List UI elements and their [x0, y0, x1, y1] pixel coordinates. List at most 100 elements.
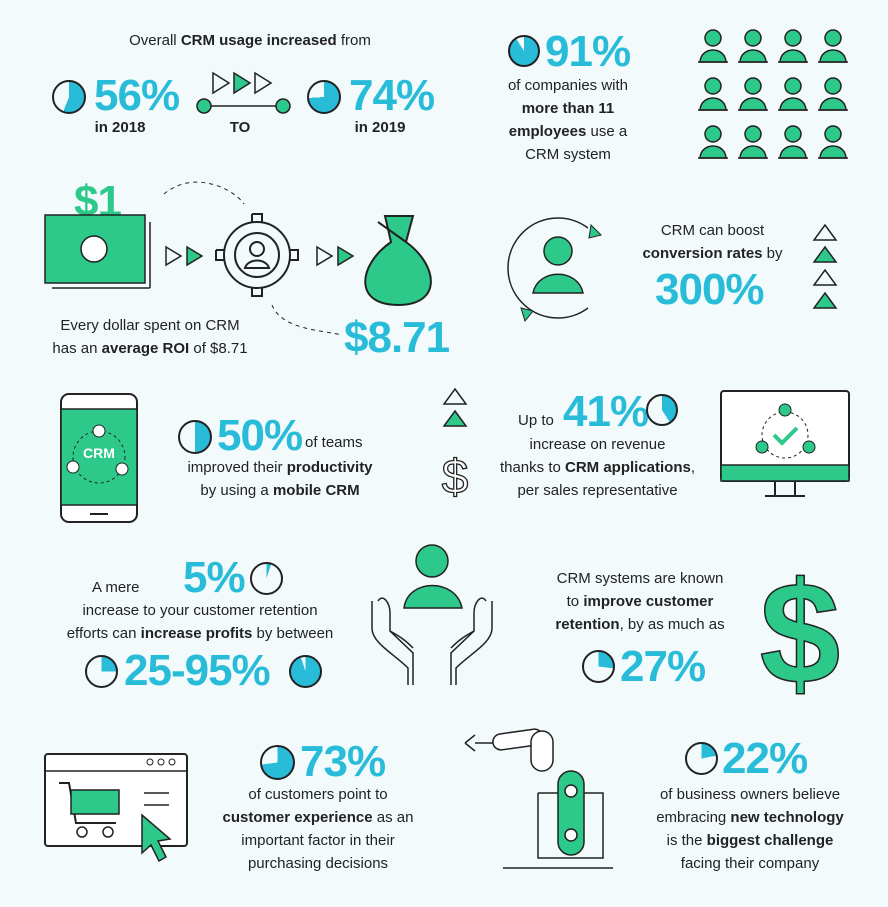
text-bold: conversion rates [642, 245, 763, 262]
person-icon [698, 29, 728, 63]
pie-icon [307, 80, 341, 114]
dollar-icon: $ [759, 551, 841, 715]
text: of companies with [507, 77, 629, 94]
text-bold: productivity [286, 459, 373, 476]
triangles-icon [812, 223, 838, 309]
stat-300: 300% [655, 265, 765, 314]
stat-73: 73% [300, 737, 386, 786]
year-label: in 2019 [354, 119, 406, 136]
monitor-check-icon [720, 390, 850, 497]
text: of $8.71 [189, 340, 248, 357]
text-bold: mobile CRM [272, 482, 360, 499]
text: as an [372, 809, 414, 826]
person-icon [698, 125, 728, 159]
text-bold: new technology [730, 809, 844, 826]
pie-icon [582, 650, 615, 683]
pie-icon [85, 655, 118, 688]
people-grid-icon [698, 29, 848, 159]
text-bold: average ROI [101, 340, 190, 357]
retention-text: CRM systems are known to improve custome… [530, 567, 750, 636]
text: to [566, 593, 584, 610]
text-bold: CRM applications [565, 459, 691, 476]
text-bold: employees [508, 123, 587, 140]
pie-icon [178, 420, 212, 454]
text: CRM systems are known [556, 570, 724, 587]
pie-icon [289, 655, 322, 688]
arrow-triangles-icon [165, 245, 204, 267]
money-bill-icon [44, 181, 245, 289]
text: of teams [305, 434, 363, 451]
pie-icon [250, 562, 283, 595]
text: is the [666, 832, 707, 849]
text: of business owners believe [659, 786, 841, 803]
text-bold: retention [555, 616, 620, 633]
technology-text: of business owners believe embracing new… [630, 783, 870, 875]
pie-icon [646, 394, 678, 426]
triangles-dollar-icon: $ [441, 387, 469, 505]
hands-user-icon [371, 544, 493, 685]
text-bold: CRM usage increased [180, 32, 337, 49]
money-bag-icon [364, 215, 432, 307]
person-icon [778, 125, 808, 159]
to-label: TO [229, 119, 251, 136]
text: has an [52, 340, 102, 357]
usage-title: Overall CRM usage increased from [100, 29, 400, 52]
stat-91: 91% [545, 27, 631, 76]
text: Overall [129, 32, 181, 49]
stat-5: 5% [183, 553, 246, 602]
person-icon [818, 77, 848, 111]
arrow-triangles-icon [196, 71, 291, 114]
person-icon [738, 77, 768, 111]
person-icon [778, 77, 808, 111]
experience-text: of customers point to customer experienc… [198, 783, 438, 875]
roi-text: Every dollar spent on CRM has an average… [30, 314, 270, 360]
text-bold: increase profits [140, 625, 253, 642]
text: increase on revenue [529, 436, 666, 453]
gear-user-icon [215, 213, 343, 336]
text: purchasing decisions [247, 855, 389, 872]
roi-output: $8.71 [344, 313, 450, 362]
text: use a [586, 123, 628, 140]
pie-icon [508, 35, 540, 67]
revenue-text: increase on revenue thanks to CRM applic… [480, 433, 715, 502]
text-bold: more than 11 [521, 100, 615, 117]
shopping-cart-browser-icon [44, 753, 188, 863]
text-bold: biggest challenge [706, 832, 834, 849]
phone-icon [60, 393, 138, 523]
text-bold: improve customer [583, 593, 714, 610]
text: thanks to [499, 459, 565, 476]
person-icon [778, 29, 808, 63]
retention-profit-text: increase to your customer retention effo… [40, 599, 360, 645]
text: , [690, 459, 696, 476]
companies-text: of companies with more than 11 employees… [468, 74, 668, 166]
text: A mere [92, 579, 140, 596]
stat-range: 25-95% [124, 646, 271, 695]
pie-icon [685, 742, 718, 775]
text: by [762, 245, 783, 262]
conversion-text: CRM can boost conversion rates by [615, 219, 810, 265]
text: embracing [656, 809, 731, 826]
text: increase to your customer retention [82, 602, 318, 619]
text: Up to [518, 412, 554, 429]
user-cycle-icon [507, 217, 602, 323]
text: , by as much as [619, 616, 725, 633]
text: by between [252, 625, 334, 642]
text: CRM can boost [660, 222, 765, 239]
text: from [336, 32, 371, 49]
text: important factor in their [241, 832, 395, 849]
person-icon [818, 125, 848, 159]
text: by using a [200, 482, 273, 499]
phone-label: CRM [83, 445, 115, 461]
person-icon [738, 29, 768, 63]
year-label: in 2018 [94, 119, 146, 136]
text: CRM system [525, 146, 611, 163]
arrow-triangles-icon [316, 245, 355, 267]
pie-icon [52, 80, 86, 114]
text: per sales representative [517, 482, 678, 499]
text: efforts can [66, 625, 141, 642]
text: improved their [187, 459, 287, 476]
person-icon [818, 29, 848, 63]
stat-22: 22% [722, 734, 808, 783]
svg-text:$: $ [442, 451, 469, 504]
robot-arm-icon [464, 728, 613, 869]
